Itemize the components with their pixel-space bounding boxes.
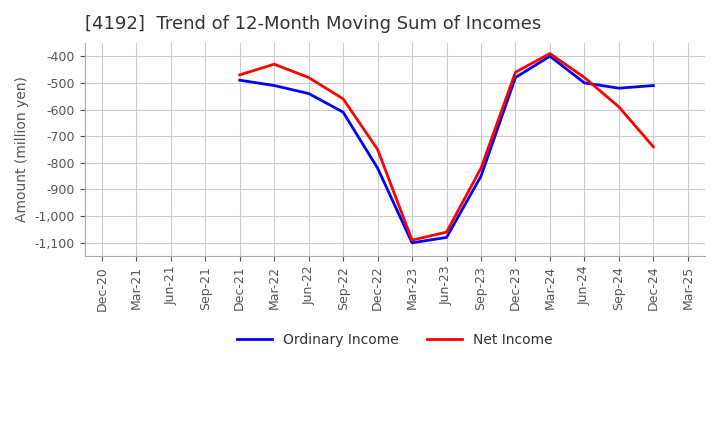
Net Income (580, 75, 589, 80)
Y-axis label: Amount (million yen): Amount (million yen) (15, 77, 29, 223)
Net Income (305, 75, 313, 80)
Ordinary Income (477, 173, 485, 179)
Net Income (442, 230, 451, 235)
Line: Ordinary Income: Ordinary Income (240, 56, 653, 243)
Net Income (477, 165, 485, 171)
Net Income (511, 70, 520, 75)
Ordinary Income (339, 110, 348, 115)
Ordinary Income (408, 240, 416, 246)
Ordinary Income (580, 80, 589, 85)
Ordinary Income (649, 83, 657, 88)
Ordinary Income (270, 83, 279, 88)
Net Income (408, 238, 416, 243)
Ordinary Income (373, 165, 382, 171)
Ordinary Income (442, 235, 451, 240)
Net Income (235, 72, 244, 77)
Ordinary Income (511, 75, 520, 80)
Net Income (339, 96, 348, 102)
Net Income (373, 147, 382, 152)
Ordinary Income (305, 91, 313, 96)
Ordinary Income (235, 77, 244, 83)
Legend: Ordinary Income, Net Income: Ordinary Income, Net Income (232, 327, 558, 352)
Net Income (270, 62, 279, 67)
Ordinary Income (546, 54, 554, 59)
Ordinary Income (615, 85, 624, 91)
Text: [4192]  Trend of 12-Month Moving Sum of Incomes: [4192] Trend of 12-Month Moving Sum of I… (85, 15, 541, 33)
Net Income (546, 51, 554, 56)
Net Income (649, 144, 657, 150)
Line: Net Income: Net Income (240, 54, 653, 240)
Net Income (615, 104, 624, 110)
